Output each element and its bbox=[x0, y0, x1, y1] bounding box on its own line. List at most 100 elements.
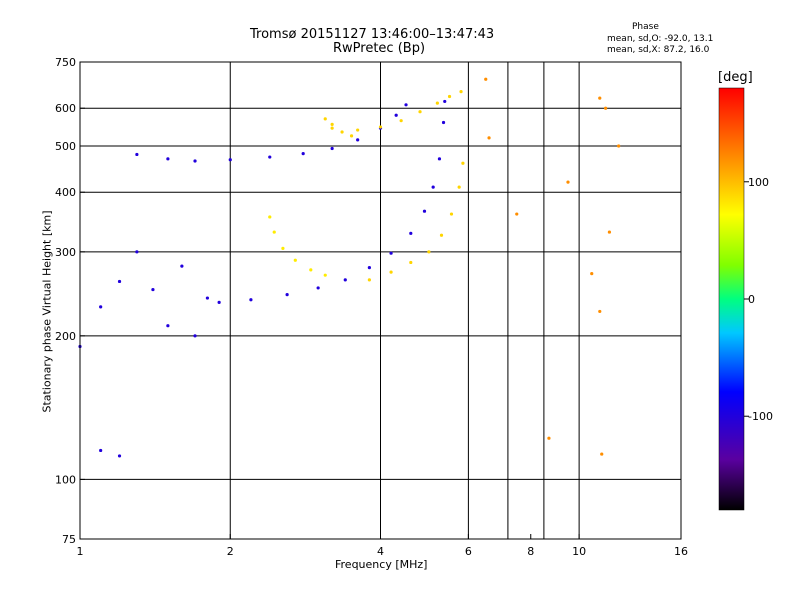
data-point bbox=[394, 113, 398, 117]
x-tick-label: 6 bbox=[465, 545, 472, 558]
data-point bbox=[443, 99, 447, 104]
data-point bbox=[598, 96, 602, 100]
data-point bbox=[461, 161, 465, 165]
x-tick-label: 10 bbox=[572, 545, 586, 558]
data-point bbox=[151, 287, 155, 292]
data-point bbox=[117, 279, 122, 284]
data-point bbox=[404, 103, 408, 107]
data-point bbox=[135, 250, 139, 254]
data-point bbox=[249, 298, 253, 302]
data-point bbox=[356, 128, 360, 132]
data-point bbox=[166, 157, 170, 161]
data-point bbox=[437, 157, 442, 161]
data-point bbox=[441, 120, 446, 125]
data-point bbox=[435, 101, 439, 105]
data-point bbox=[617, 144, 621, 148]
x-tick-label: 4 bbox=[377, 545, 384, 558]
data-point bbox=[367, 278, 371, 282]
data-point bbox=[604, 106, 608, 110]
data-point bbox=[600, 452, 604, 456]
data-point bbox=[378, 125, 383, 129]
data-point bbox=[217, 300, 221, 305]
colorbar bbox=[718, 87, 745, 511]
data-point bbox=[316, 286, 320, 290]
colorbar-ticks: 100 0 -100 bbox=[744, 176, 773, 423]
data-point bbox=[117, 454, 122, 458]
data-point bbox=[166, 324, 170, 328]
data-point bbox=[193, 334, 197, 338]
y-tick-label: 300 bbox=[55, 246, 76, 259]
data-point bbox=[515, 212, 519, 216]
data-point bbox=[135, 152, 139, 157]
y-tick-label: 400 bbox=[55, 186, 76, 199]
data-point bbox=[487, 136, 491, 140]
y-tick-label: 100 bbox=[55, 473, 76, 486]
x-tick-label: 16 bbox=[674, 545, 688, 558]
colorbar-tick-label: 100 bbox=[748, 176, 769, 189]
data-point bbox=[457, 185, 461, 189]
data-point bbox=[607, 230, 612, 234]
data-point bbox=[343, 278, 347, 282]
data-point bbox=[268, 155, 272, 159]
colorbar-tick-label: -100 bbox=[748, 410, 773, 423]
y-tick-label: 200 bbox=[55, 330, 76, 343]
data-point bbox=[180, 264, 184, 268]
data-point bbox=[356, 138, 360, 142]
data-point bbox=[598, 309, 602, 314]
phase-box-line-o: mean, sd,O: -92.0, 13.1 bbox=[607, 34, 714, 44]
chart-subtitle: RwPretec (Bp) bbox=[333, 41, 426, 56]
data-point bbox=[99, 448, 103, 453]
data-point bbox=[293, 258, 297, 262]
y-tick-label: 600 bbox=[55, 102, 76, 115]
data-point bbox=[389, 251, 393, 255]
data-point bbox=[330, 122, 334, 126]
data-point bbox=[323, 273, 327, 277]
y-tick-label: 500 bbox=[55, 140, 76, 153]
data-point bbox=[323, 117, 327, 121]
phase-box-line-x: mean, sd,X: 87.2, 16.0 bbox=[607, 45, 710, 55]
data-point bbox=[272, 230, 276, 234]
data-point bbox=[205, 296, 210, 300]
data-point bbox=[349, 134, 354, 138]
data-point bbox=[422, 209, 427, 213]
x-tick-label: 2 bbox=[227, 545, 234, 558]
data-point bbox=[389, 270, 393, 274]
data-point bbox=[285, 293, 289, 297]
data-point bbox=[439, 233, 444, 237]
data-point bbox=[409, 231, 413, 235]
data-point bbox=[449, 212, 454, 216]
colorbar-tick-label: 0 bbox=[748, 293, 755, 306]
phase-box-title: Phase bbox=[632, 22, 659, 32]
data-point bbox=[99, 305, 103, 309]
x-axis-label: Frequency [MHz] bbox=[335, 558, 428, 571]
data-point bbox=[547, 436, 551, 440]
data-point bbox=[459, 90, 463, 94]
grid-lines bbox=[79, 62, 682, 539]
data-points bbox=[78, 77, 621, 458]
data-point bbox=[281, 246, 285, 250]
data-point bbox=[301, 151, 305, 156]
data-point bbox=[447, 94, 452, 99]
data-point bbox=[330, 146, 334, 151]
y-tick-label: 75 bbox=[62, 533, 76, 546]
data-point bbox=[268, 215, 272, 219]
x-tick-label: 8 bbox=[527, 545, 534, 558]
data-point bbox=[193, 159, 197, 163]
colorbar-label: [deg] bbox=[718, 70, 753, 85]
data-point bbox=[228, 158, 232, 162]
data-point bbox=[309, 268, 313, 272]
data-point bbox=[431, 185, 435, 189]
data-point bbox=[590, 272, 594, 276]
axis-ticks: 1 2 4 6 8 10 16 75 100 200 300 400 500 600 750 bbox=[55, 56, 688, 558]
x-tick-label: 1 bbox=[77, 545, 84, 558]
chart-title: Tromsø 20151127 13:46:00–13:47:43 bbox=[250, 27, 495, 42]
data-point bbox=[340, 130, 344, 134]
data-point bbox=[418, 110, 422, 114]
data-point bbox=[427, 250, 431, 254]
y-tick-label: 750 bbox=[55, 56, 76, 69]
data-point bbox=[484, 77, 488, 81]
data-point bbox=[566, 180, 570, 184]
data-point bbox=[367, 265, 371, 270]
